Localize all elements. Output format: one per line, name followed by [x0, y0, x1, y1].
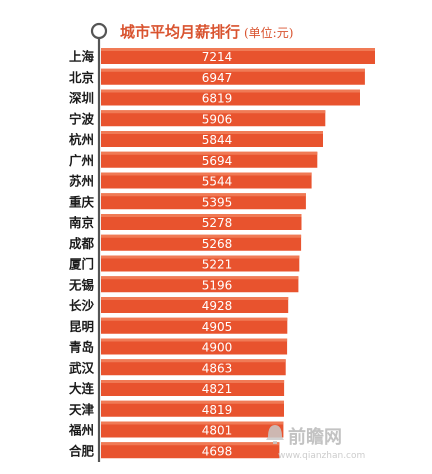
value-label: 7214	[202, 50, 233, 64]
bar-highlight-18	[101, 421, 284, 425]
bar-7	[101, 193, 306, 210]
category-label: 重庆	[69, 194, 95, 209]
watermark: 前瞻网 www.qianzhan.com	[266, 425, 365, 461]
bar-10	[101, 255, 300, 272]
category-label: 福州	[68, 423, 94, 438]
category-label: 昆明	[69, 319, 94, 334]
category-label: 无锡	[68, 277, 95, 292]
category-label: 武汉	[69, 360, 95, 375]
category-label: 厦门	[69, 257, 94, 272]
category-label: 杭州	[69, 132, 94, 147]
value-labels: 7214 6947 6819 5906 5844 5694 5544 5395 5278 5268…	[202, 50, 233, 458]
bar-highlight-1	[101, 68, 365, 72]
bar-highlight-3	[101, 110, 326, 114]
bar-5	[101, 151, 318, 168]
value-label: 5196	[202, 278, 233, 292]
bar-highlight-15	[101, 359, 286, 363]
value-label: 5544	[202, 175, 233, 189]
chart-title-text: 城市平均月薪排行	[120, 23, 240, 41]
bell-logo-icon	[266, 425, 284, 444]
value-label: 4819	[202, 403, 233, 417]
bar-2	[101, 89, 360, 106]
value-label: 5694	[202, 154, 233, 168]
value-label: 4801	[202, 424, 233, 438]
title-marker-icon	[90, 22, 108, 40]
category-label: 北京	[69, 70, 95, 85]
category-label: 合肥	[69, 443, 95, 458]
value-label: 5221	[202, 258, 233, 272]
bar-18	[101, 421, 284, 438]
value-label: 6947	[202, 71, 233, 85]
bar-highlight-19	[101, 442, 280, 446]
value-label: 5278	[202, 216, 233, 230]
category-label: 南京	[69, 215, 95, 230]
bar-highlight-12	[101, 297, 289, 300]
bar-19	[101, 442, 280, 459]
bar-3	[101, 110, 326, 127]
bar-13	[101, 317, 288, 334]
value-label: 5395	[202, 195, 233, 209]
value-label: 4928	[202, 299, 233, 313]
category-label: 天津	[69, 402, 95, 417]
bar-11	[101, 276, 299, 293]
watermark-url: www.qianzhan.com	[278, 451, 365, 461]
bar-highlight-7	[101, 193, 306, 197]
bar-14	[101, 338, 288, 355]
bars-group	[101, 48, 375, 459]
bar-highlight-10	[101, 255, 300, 259]
bar-6	[101, 172, 312, 189]
bar-highlight-16	[101, 380, 285, 383]
value-label: 5906	[202, 112, 233, 126]
category-label: 成都	[69, 236, 95, 251]
category-label: 苏州	[69, 174, 94, 189]
chart-unit-text: (单位:元)	[244, 25, 293, 40]
value-label: 4821	[202, 382, 233, 396]
value-label: 5844	[202, 133, 233, 147]
bar-highlight-5	[101, 151, 318, 155]
bar-8	[101, 214, 302, 230]
bar-9	[101, 234, 302, 251]
category-label: 上海	[69, 49, 95, 64]
bar-highlight-4	[101, 131, 323, 134]
bar-16	[101, 380, 285, 396]
category-label: 广州	[69, 153, 94, 168]
bar-highlight-13	[101, 317, 288, 321]
bar-highlight-17	[101, 400, 284, 404]
bar-17	[101, 400, 284, 417]
value-label: 4900	[202, 341, 233, 355]
value-label: 4863	[202, 361, 233, 375]
category-label: 长沙	[69, 298, 95, 313]
value-label: 6819	[202, 92, 233, 106]
bar-15	[101, 359, 286, 376]
bar-highlight-11	[101, 276, 299, 280]
value-label: 4698	[202, 444, 233, 458]
value-label: 5268	[202, 237, 233, 251]
watermark-text: 前瞻网	[288, 426, 342, 448]
bar-highlight-9	[101, 234, 302, 238]
category-label: 青岛	[69, 340, 94, 355]
chart-title: 城市平均月薪排行 (单位:元)	[90, 22, 293, 462]
bar-12	[101, 297, 289, 313]
category-label: 深圳	[69, 91, 94, 106]
bar-0	[101, 48, 375, 64]
bar-highlight-14	[101, 338, 288, 342]
value-label: 4905	[202, 320, 233, 334]
bar-4	[101, 131, 323, 147]
bar-highlight-0	[101, 48, 375, 51]
bar-1	[101, 68, 365, 85]
bar-highlight-2	[101, 89, 360, 93]
category-label: 大连	[69, 381, 95, 396]
bar-highlight-6	[101, 172, 312, 176]
bar-highlight-8	[101, 214, 302, 217]
category-label: 宁波	[69, 111, 95, 126]
